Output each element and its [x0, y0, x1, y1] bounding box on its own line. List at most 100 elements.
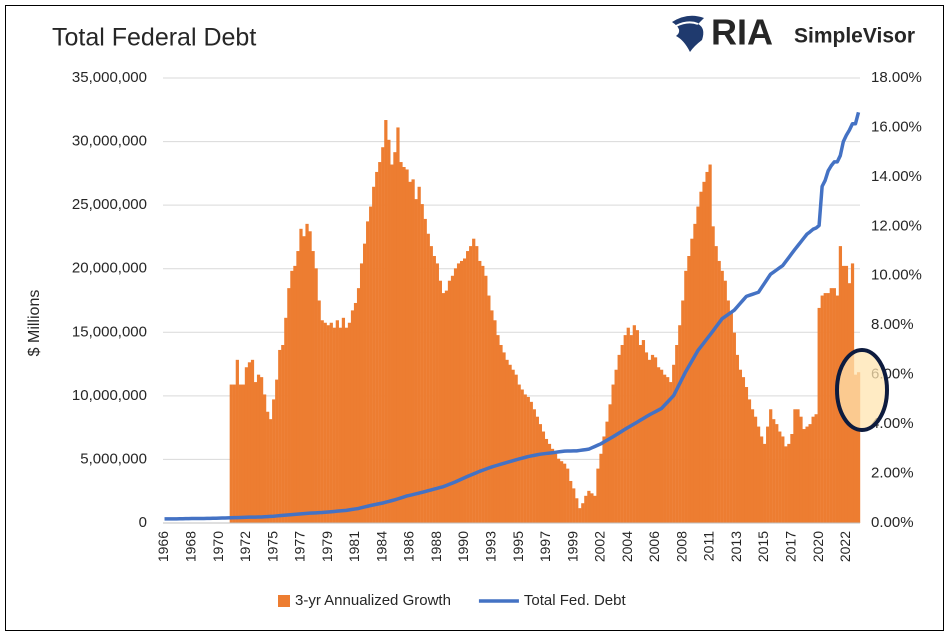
x-tick-label: 2015 [755, 531, 771, 562]
bar [611, 384, 615, 523]
x-tick-label: 2013 [728, 531, 744, 562]
x-tick-label: 1966 [155, 531, 171, 562]
bar [238, 384, 242, 523]
y-tick-label: 0 [139, 514, 147, 531]
bar [505, 359, 509, 523]
x-tick-label: 1975 [264, 531, 280, 562]
bar [575, 498, 579, 523]
bar [781, 436, 785, 523]
bar [363, 243, 367, 523]
highlight-circle [835, 348, 889, 432]
bar [599, 453, 603, 523]
x-tick-label: 1986 [401, 531, 417, 562]
y-tick-label: 20,000,000 [72, 260, 147, 277]
bar [705, 171, 709, 523]
bar [717, 260, 721, 523]
bar [481, 265, 485, 523]
bar [447, 280, 452, 523]
bar [463, 258, 467, 523]
bar [278, 349, 282, 523]
bar [650, 354, 655, 523]
bar [453, 268, 458, 523]
bar [438, 280, 442, 523]
bar [678, 325, 682, 523]
bar [559, 461, 564, 523]
bar [853, 374, 858, 523]
bar [329, 322, 333, 523]
bar [305, 223, 309, 523]
x-tick-label: 1981 [346, 531, 362, 562]
bar [284, 317, 288, 523]
bar [723, 280, 727, 523]
bar [496, 335, 500, 523]
bar [775, 424, 779, 523]
x-tick-label: 1990 [455, 531, 471, 562]
bar [553, 453, 558, 523]
bar [514, 374, 518, 523]
bar [317, 300, 321, 523]
bar [593, 495, 597, 523]
bar [532, 409, 536, 523]
bar [526, 396, 530, 523]
bar [247, 362, 252, 523]
bar [405, 169, 409, 523]
y2-tick-label: 16.00% [871, 118, 922, 135]
bar [808, 424, 812, 523]
bar [696, 206, 700, 524]
bar [332, 327, 336, 523]
bar [729, 312, 733, 523]
bar [375, 171, 379, 523]
bar [641, 340, 646, 523]
bar [541, 431, 546, 523]
y-tick-label: 30,000,000 [72, 133, 147, 150]
bar [556, 458, 561, 523]
legend-label: Total Fed. Debt [524, 592, 627, 609]
x-tick-label: 1997 [537, 531, 553, 562]
bar [369, 206, 373, 524]
bar [714, 246, 718, 523]
bar [535, 416, 539, 523]
x-tick-label: 1993 [483, 531, 499, 562]
logo-stroke [675, 21, 699, 27]
bar [699, 191, 703, 523]
x-tick-label: 1977 [292, 531, 308, 562]
bar [387, 139, 391, 524]
bar [423, 218, 427, 523]
bar [372, 186, 376, 523]
bar [441, 293, 446, 523]
bar [341, 317, 346, 523]
legend-swatch [278, 595, 290, 607]
bar [605, 421, 609, 523]
bar [693, 223, 697, 523]
bar [547, 443, 552, 523]
bar [578, 508, 582, 523]
bar [747, 399, 752, 523]
logo-brand: RIA [711, 12, 773, 53]
bar [684, 270, 688, 523]
y2-tick-label: 18.00% [871, 69, 922, 86]
bar [790, 434, 794, 523]
bar [502, 352, 506, 523]
bar [617, 354, 621, 523]
bar [820, 295, 824, 523]
bar [293, 265, 297, 523]
bar [259, 377, 264, 523]
bar [517, 384, 521, 523]
bar [256, 374, 261, 523]
bar [814, 414, 818, 523]
bar [508, 364, 512, 523]
bar [411, 179, 415, 523]
bar [687, 256, 691, 523]
bar [314, 268, 318, 523]
x-tick-label: 1999 [564, 531, 580, 562]
bar [308, 231, 312, 523]
bar [450, 275, 455, 523]
bar [381, 147, 385, 523]
x-tick-label: 2011 [701, 531, 717, 561]
bar [832, 288, 836, 523]
x-tick-label: 2002 [592, 531, 608, 562]
bar [269, 419, 273, 523]
chart-title: Total Federal Debt [52, 24, 256, 52]
bar [490, 310, 494, 523]
